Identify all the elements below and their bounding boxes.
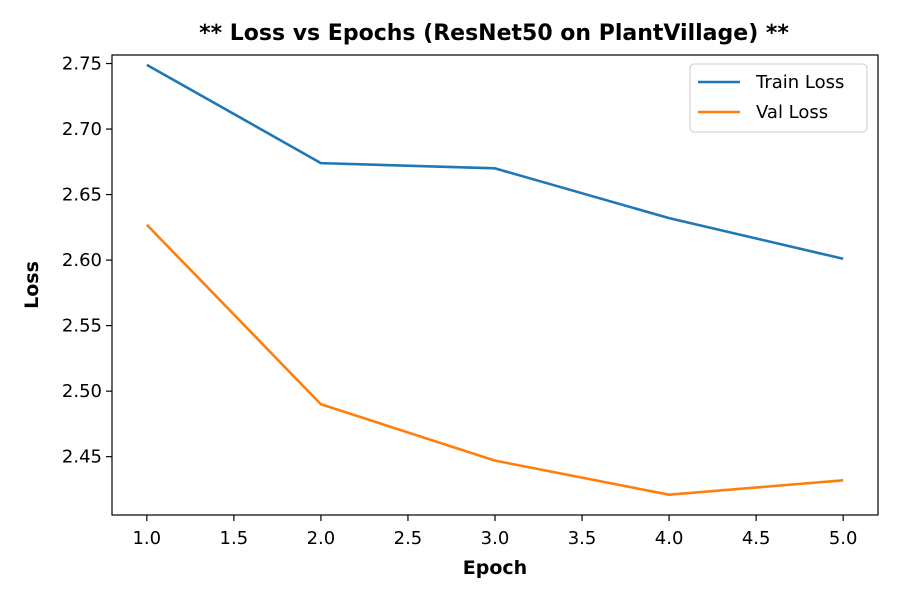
series-group (145, 63, 844, 496)
x-tick-label: 2.0 (307, 528, 336, 549)
x-axis: 1.0 1.5 2.0 2.5 3.0 3.5 4.0 4.5 5.0 (132, 515, 858, 549)
y-tick-label: 2.55 (62, 316, 102, 337)
y-tick-label: 2.65 (62, 185, 102, 206)
x-tick-label: 5.0 (829, 528, 858, 549)
legend-label-train-loss: Train Loss (755, 72, 844, 93)
x-axis-label: Epoch (463, 557, 527, 579)
series-line-train-loss (146, 63, 844, 261)
y-tick-label: 2.75 (62, 54, 102, 75)
y-axis-label: Loss (21, 261, 43, 309)
x-tick-label: 2.5 (394, 528, 423, 549)
y-tick-label: 2.60 (62, 250, 102, 271)
series-line-val-loss (145, 223, 844, 496)
y-tick-label: 2.45 (62, 447, 102, 468)
x-tick-label: 4.0 (655, 528, 684, 549)
x-tick-label: 3.0 (481, 528, 510, 549)
legend-label-val-loss: Val Loss (756, 102, 828, 123)
x-tick-label: 1.5 (220, 528, 249, 549)
y-tick-label: 2.70 (62, 119, 102, 140)
y-axis: 2.45 2.50 2.55 2.60 2.65 2.70 2.75 (62, 54, 112, 468)
y-tick-label: 2.50 (62, 381, 102, 402)
chart-title: ** Loss vs Epochs (ResNet50 on PlantVill… (199, 21, 789, 46)
x-tick-label: 4.5 (742, 528, 771, 549)
legend: Train Loss Val Loss (689, 63, 868, 133)
x-tick-label: 1.0 (132, 528, 161, 549)
x-tick-label: 3.5 (568, 528, 597, 549)
